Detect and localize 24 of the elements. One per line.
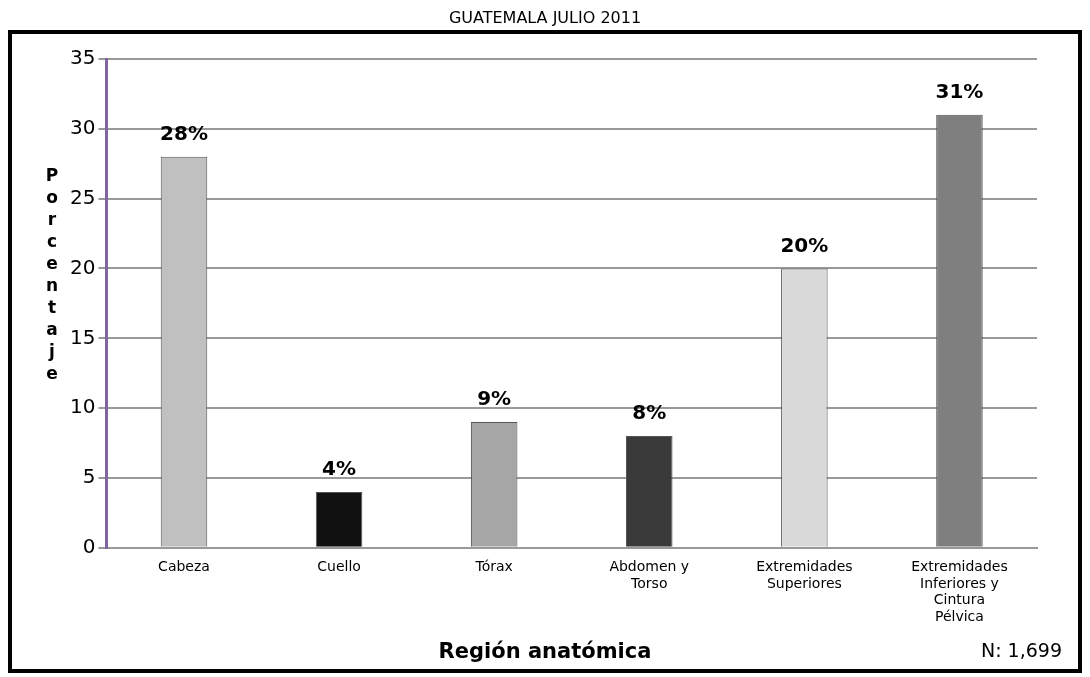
x-tick-label: Abdomen y Torso bbox=[609, 557, 690, 591]
y-tick-label: 25 bbox=[70, 184, 96, 209]
y-tick-label: 10 bbox=[70, 394, 96, 419]
x-tick-label: Cabeza bbox=[158, 557, 210, 574]
chart-title: GUATEMALA JULIO 2011 bbox=[447, 8, 643, 28]
data-label: 20% bbox=[780, 232, 829, 257]
data-label: 31% bbox=[935, 79, 984, 104]
y-tick-label: 30 bbox=[70, 115, 96, 140]
y-tick-label: 5 bbox=[82, 464, 96, 489]
x-tick-label: Extremidades Superiores bbox=[756, 557, 853, 591]
y-tick-label: 20 bbox=[70, 254, 96, 279]
text: Porcentaje bbox=[45, 165, 59, 383]
data-label: 9% bbox=[477, 386, 512, 411]
x-tick-label: Cuello bbox=[317, 557, 361, 574]
y-tick-label: 0 bbox=[82, 534, 96, 558]
y-tick-label: 15 bbox=[70, 324, 96, 349]
x-tick-label: Tórax bbox=[474, 557, 513, 574]
x-tick-label: Extremidades Inferiores y Cintura Pélvica bbox=[911, 557, 1008, 625]
data-label: 28% bbox=[160, 120, 208, 145]
x-axis-title: Región anatómica bbox=[438, 639, 652, 663]
text: N: 1,699 bbox=[980, 639, 1062, 661]
data-label: 4% bbox=[322, 456, 357, 481]
y-tick-label: 35 bbox=[70, 45, 96, 70]
data-label: 8% bbox=[632, 400, 667, 425]
